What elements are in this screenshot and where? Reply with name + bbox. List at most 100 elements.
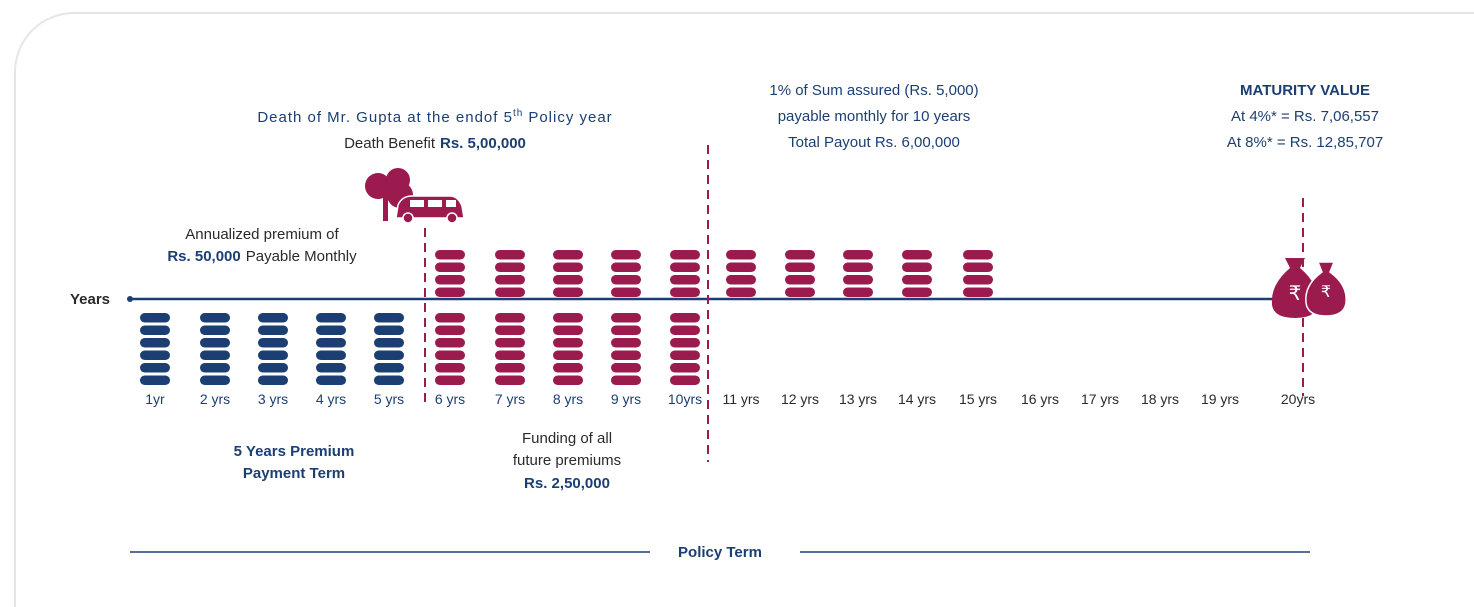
coin xyxy=(495,326,525,336)
death-text: Policy year xyxy=(528,109,612,126)
coin xyxy=(670,338,700,348)
coin xyxy=(553,250,583,260)
death-note: Death of Mr. Gupta at the endof 5th Polic… xyxy=(257,108,612,126)
coin xyxy=(374,363,404,373)
coin xyxy=(495,250,525,260)
coin xyxy=(258,376,288,386)
coin xyxy=(435,263,465,273)
coin xyxy=(374,338,404,348)
coin xyxy=(435,313,465,323)
year-label: 19 yrs xyxy=(1201,391,1239,407)
coin xyxy=(553,313,583,323)
coin-stack xyxy=(374,313,404,385)
year-label: 9 yrs xyxy=(611,391,641,407)
maturity-title: MATURITY VALUE xyxy=(1240,82,1370,99)
coin xyxy=(611,288,641,298)
coin xyxy=(140,326,170,336)
coin xyxy=(316,363,346,373)
coin xyxy=(495,263,525,273)
coin xyxy=(611,376,641,386)
label: Death Benefit xyxy=(344,135,436,152)
year-label: 1yr xyxy=(145,391,165,407)
coin xyxy=(670,263,700,273)
coin-stack xyxy=(435,250,465,297)
year-label: 4 yrs xyxy=(316,391,346,407)
coin xyxy=(785,263,815,273)
coin-stack xyxy=(258,313,288,385)
coin xyxy=(374,376,404,386)
coin xyxy=(495,376,525,386)
coin xyxy=(553,263,583,273)
coin xyxy=(553,351,583,361)
coin xyxy=(963,288,993,298)
coin xyxy=(495,338,525,348)
maturity-value: At 8%* = Rs. 12,85,707 xyxy=(1227,134,1383,151)
coin xyxy=(316,326,346,336)
coin xyxy=(902,263,932,273)
coin xyxy=(553,275,583,285)
coin xyxy=(140,338,170,348)
year-label: 20yrs xyxy=(1281,391,1315,407)
year-label: 8 yrs xyxy=(553,391,583,407)
year-label: 12 yrs xyxy=(781,391,819,407)
coin xyxy=(611,326,641,336)
coin xyxy=(726,263,756,273)
coin xyxy=(611,363,641,373)
superscript: th xyxy=(513,108,523,119)
coin xyxy=(611,250,641,260)
coin xyxy=(435,275,465,285)
death-text: Death of Mr. Gupta at the endof 5 xyxy=(257,109,513,126)
coin xyxy=(258,326,288,336)
coin xyxy=(670,288,700,298)
label: Payable Monthly xyxy=(246,248,357,265)
year-label: 10yrs xyxy=(668,391,702,407)
coin-stack xyxy=(670,250,700,297)
funding-note: future premiums xyxy=(513,452,621,469)
coin xyxy=(963,263,993,273)
year-label: 3 yrs xyxy=(258,391,288,407)
coin xyxy=(611,275,641,285)
premium-term: 5 Years Premium xyxy=(234,443,355,460)
coin xyxy=(611,313,641,323)
coin xyxy=(726,275,756,285)
year-label: 11 yrs xyxy=(722,391,759,407)
coin xyxy=(963,250,993,260)
coin xyxy=(435,351,465,361)
coin xyxy=(902,275,932,285)
coin xyxy=(374,313,404,323)
coin xyxy=(435,376,465,386)
currency-symbol: ₹ xyxy=(1321,284,1331,301)
coin xyxy=(200,363,230,373)
coin xyxy=(495,288,525,298)
coin xyxy=(316,351,346,361)
amount: Rs. 5,00,000 xyxy=(440,135,526,152)
coin xyxy=(495,363,525,373)
coin xyxy=(200,376,230,386)
coin xyxy=(611,338,641,348)
coin xyxy=(435,250,465,260)
coin-stack xyxy=(200,313,230,385)
coin xyxy=(258,363,288,373)
axis-label: Years xyxy=(70,291,110,308)
coin xyxy=(670,376,700,386)
coin xyxy=(553,288,583,298)
coin-stack xyxy=(902,250,932,297)
payout-note: 1% of Sum assured (Rs. 5,000) xyxy=(769,82,978,99)
coin xyxy=(785,275,815,285)
coin xyxy=(670,275,700,285)
coin-stack xyxy=(140,313,170,385)
year-label: 15 yrs xyxy=(959,391,997,407)
coin-stack xyxy=(435,313,465,385)
coin xyxy=(495,275,525,285)
coin-stack xyxy=(843,250,873,297)
coin xyxy=(374,351,404,361)
coin xyxy=(435,363,465,373)
coin xyxy=(726,250,756,260)
coin-stack xyxy=(495,313,525,385)
coin xyxy=(611,351,641,361)
coin-stack xyxy=(553,313,583,385)
year-label: 2 yrs xyxy=(200,391,230,407)
year-label: 7 yrs xyxy=(495,391,525,407)
